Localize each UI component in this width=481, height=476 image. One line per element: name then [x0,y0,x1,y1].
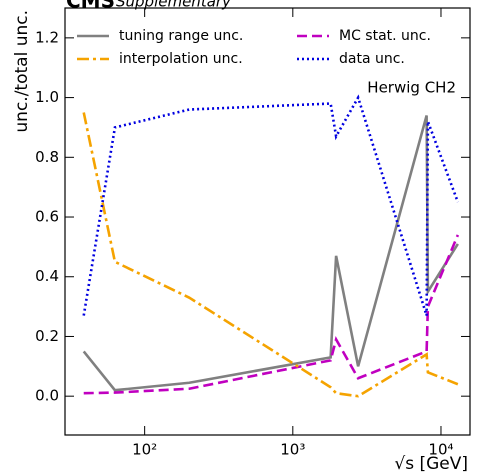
annotation: Herwig CH2 [367,79,456,97]
legend-label: data unc. [339,51,405,67]
series-line [82,115,459,392]
y-axis-label: unc./total unc. [12,10,32,133]
x-tick-label: 10⁴ [428,441,453,459]
legend-label: interpolation unc. [119,51,243,67]
y-tick-label: 0.2 [35,327,59,345]
legend-label: tuning range unc. [119,28,243,44]
x-tick-label: 10² [132,441,157,459]
plot-frame [64,7,471,436]
x-tick-label: 10³ [280,441,305,459]
y-tick-label: 0.0 [35,387,59,405]
y-tick-label: 1.0 [35,88,59,106]
chart-subtitle: Supplementary [116,0,232,11]
y-tick-label: 1.2 [35,28,59,46]
x-axis-label: √s [GeV] [394,454,468,474]
y-tick-label: 0.4 [35,267,59,285]
y-tick-label: 0.8 [35,148,59,166]
series-line [82,94,460,316]
legend-label: MC stat. unc. [339,28,431,44]
series-line [83,234,460,395]
y-tick-label: 0.6 [35,208,59,226]
chart-title: CMS [66,0,115,13]
series-line [82,112,459,398]
